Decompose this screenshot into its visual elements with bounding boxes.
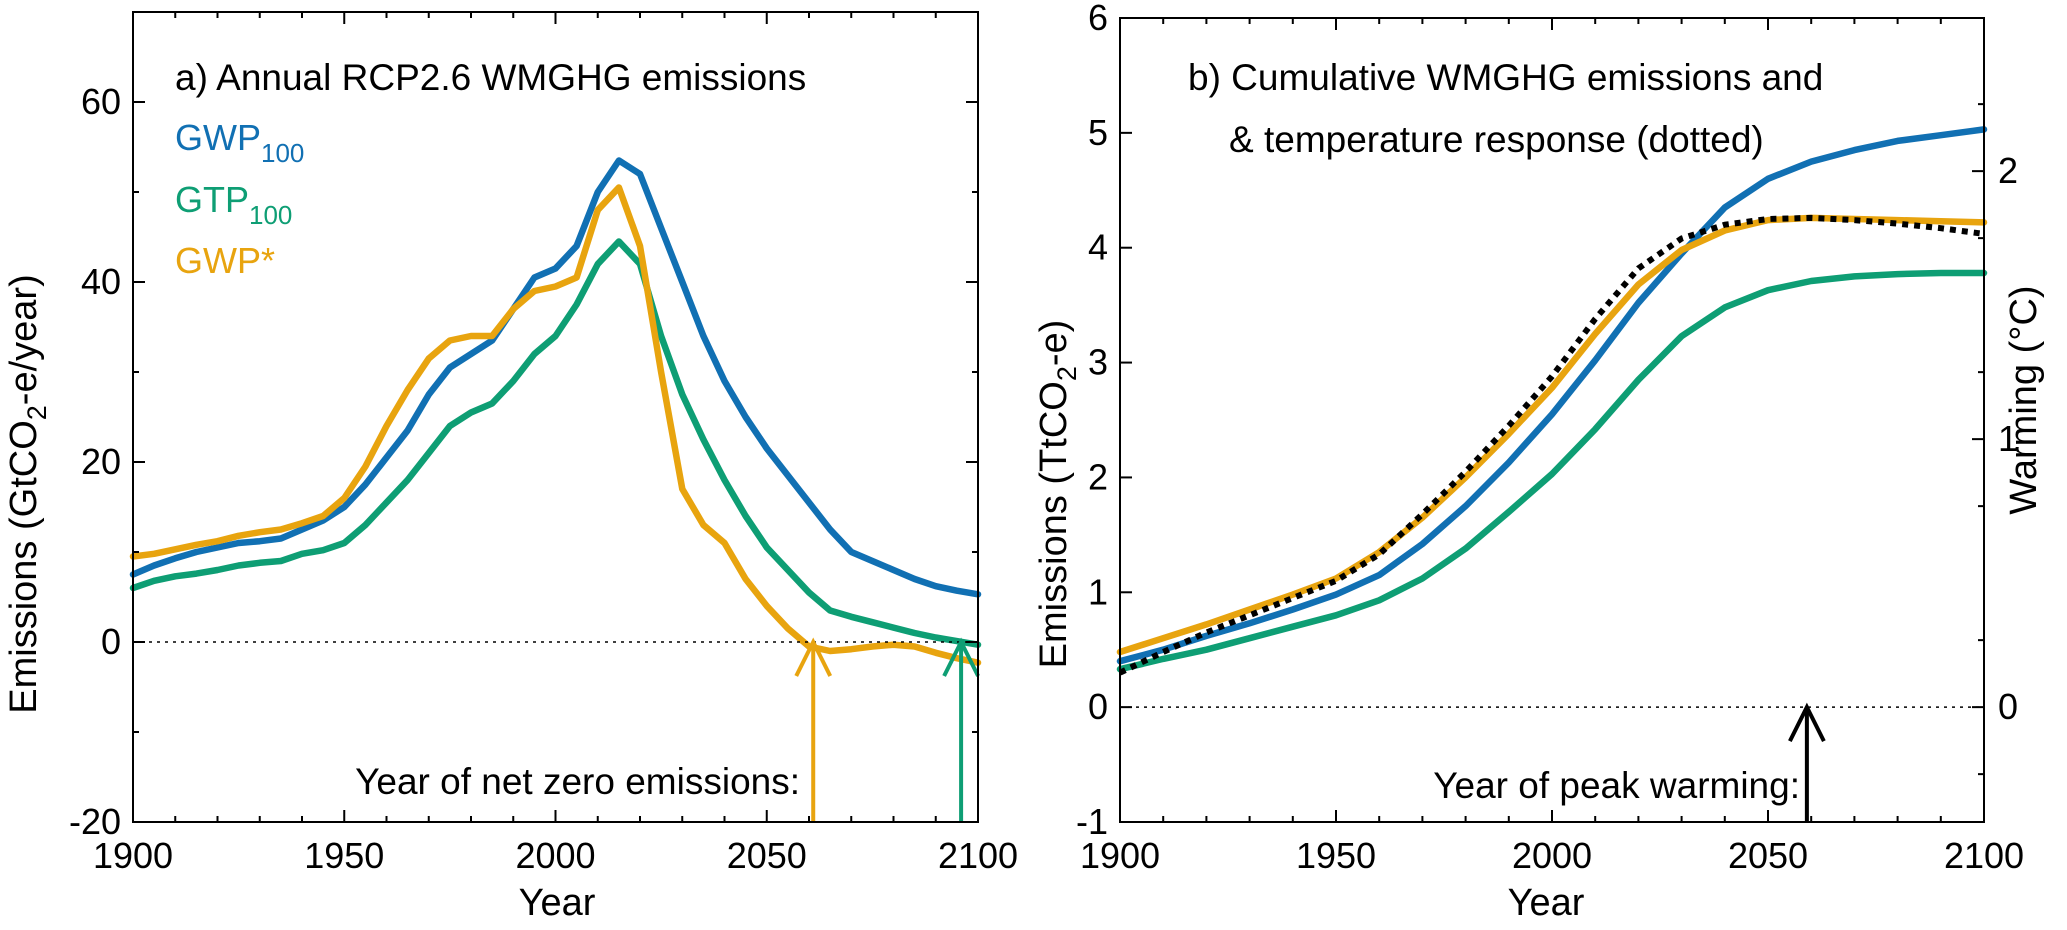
y-tick-label: 0 <box>1088 686 1108 727</box>
panel-a-y-axis-label: Emissions (GtCO2-e/year) <box>3 274 52 713</box>
panel-b-x-axis-label: Year <box>1508 882 1585 924</box>
y-tick-label: 60 <box>81 81 121 122</box>
y-tick-label: 0 <box>101 621 121 662</box>
legend-item-gtp100: GTP100 <box>175 179 292 230</box>
y-tick-label: 4 <box>1088 227 1108 268</box>
panel-a: 1900 1950 2000 2050 2100 -20 0 20 40 60 a) Annual… <box>3 11 1018 924</box>
panel-a-x-axis-label: Year <box>519 882 596 924</box>
arrow-temperature <box>1788 702 1826 822</box>
legend-item-gwpstar: GWP* <box>175 240 275 281</box>
legend: GWP100 GTP100 GWP* <box>175 117 304 281</box>
x-tick-label: 2100 <box>1944 835 2024 876</box>
series-line-gwpstar <box>1116 214 1988 656</box>
x-tick-label: 1900 <box>1080 835 1160 876</box>
series-line-gtp100 <box>1116 269 1988 673</box>
y-tick-label: 3 <box>1088 342 1108 383</box>
net-zero-annotation: Year of net zero emissions: <box>355 761 800 802</box>
panel-b-y-axis-label: Emissions (TtCO2-e) <box>1033 320 1082 669</box>
y-tick-label: 2 <box>1088 456 1108 497</box>
panel-b: 1900 1950 2000 2050 2100 -1 0 1 2 3 4 5 6 0 1 2 b) Cumu… <box>1033 0 2045 924</box>
x-tick-label: 1950 <box>1296 835 1376 876</box>
series-line-gtp100 <box>129 238 982 648</box>
panel-b-ticks: 1900 1950 2000 2050 2100 -1 0 1 2 3 4 5 6 0 1 2 <box>1076 0 2024 876</box>
series-line-gwpstar <box>129 184 982 666</box>
y-tick-label: -1 <box>1076 801 1108 842</box>
x-tick-label: 2000 <box>515 835 595 876</box>
y-tick-label: -20 <box>69 801 121 842</box>
x-tick-label: 2050 <box>727 835 807 876</box>
legend-item-gwp100: GWP100 <box>175 117 304 168</box>
x-tick-label: 2050 <box>1728 835 1808 876</box>
panel-b-arrows <box>1788 702 1826 822</box>
panel-a-series <box>129 157 982 666</box>
y2-tick-label: 2 <box>1998 150 2018 191</box>
y2-tick-label: 0 <box>1998 686 2018 727</box>
panel-b-title-line1: b) Cumulative WMGHG emissions and <box>1188 57 1823 98</box>
panel-b-title-line2: & temperature response (dotted) <box>1229 119 1764 160</box>
arrow-gwpstar <box>794 637 833 822</box>
series-line-gwp100 <box>1116 126 1988 665</box>
y-tick-label: 5 <box>1088 112 1108 153</box>
arrow-gtp100 <box>942 637 980 822</box>
panel-a-title: a) Annual RCP2.6 WMGHG emissions <box>175 57 806 98</box>
panel-a-ticks: 1900 1950 2000 2050 2100 -20 0 20 40 60 <box>69 12 1018 876</box>
x-tick-label: 2100 <box>938 835 1018 876</box>
y2-tick-label: 1 <box>1998 418 2018 459</box>
x-tick-label: 2000 <box>1512 835 1592 876</box>
x-tick-label: 1950 <box>304 835 384 876</box>
peak-warming-annotation: Year of peak warming: <box>1433 765 1800 806</box>
x-tick-label: 1900 <box>93 835 173 876</box>
y-tick-label: 20 <box>81 441 121 482</box>
y-tick-label: 6 <box>1088 0 1108 38</box>
y-tick-label: 40 <box>81 261 121 302</box>
y-tick-label: 1 <box>1088 571 1108 612</box>
series-line-gwp100 <box>129 157 982 598</box>
series-line-temperature <box>1118 214 1985 676</box>
panel-b-series <box>1116 126 1988 676</box>
panel-a-arrows <box>794 637 980 822</box>
panel-b-y2-axis-label: Warming (°C) <box>2003 285 2045 514</box>
